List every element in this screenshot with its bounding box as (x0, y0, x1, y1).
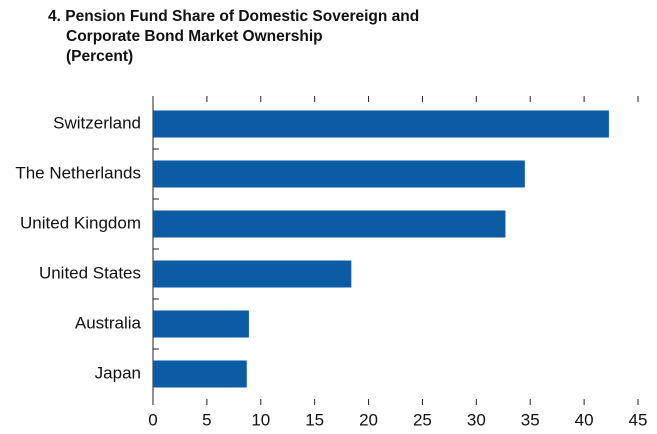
y-tick-label: Australia (75, 313, 142, 332)
x-tick-label: 40 (575, 410, 594, 429)
x-tick-label: 20 (359, 410, 378, 429)
bar (153, 110, 609, 138)
bar (153, 360, 247, 388)
bar (153, 160, 525, 188)
x-tick-label: 0 (148, 410, 157, 429)
x-tick-label: 10 (251, 410, 270, 429)
bar (153, 260, 352, 288)
y-tick-label: The Netherlands (15, 163, 141, 182)
x-tick-label: 5 (202, 410, 211, 429)
y-tick-label: United States (39, 263, 141, 282)
chart-subtitle: (Percent) (66, 48, 133, 65)
y-tick-label: United Kingdom (20, 213, 141, 232)
x-tick-label: 35 (521, 410, 540, 429)
bar (153, 310, 249, 338)
y-tick-label: Switzerland (53, 113, 141, 132)
x-tick-label: 15 (305, 410, 324, 429)
x-tick-label: 25 (413, 410, 432, 429)
bar (153, 210, 506, 238)
x-tick-label: 30 (467, 410, 486, 429)
y-tick-label: Japan (95, 363, 141, 382)
x-tick-label: 45 (629, 410, 648, 429)
chart-title: 4. Pension Fund Share of Domestic Sovere… (48, 8, 419, 25)
chart-title: Corporate Bond Market Ownership (66, 28, 323, 45)
